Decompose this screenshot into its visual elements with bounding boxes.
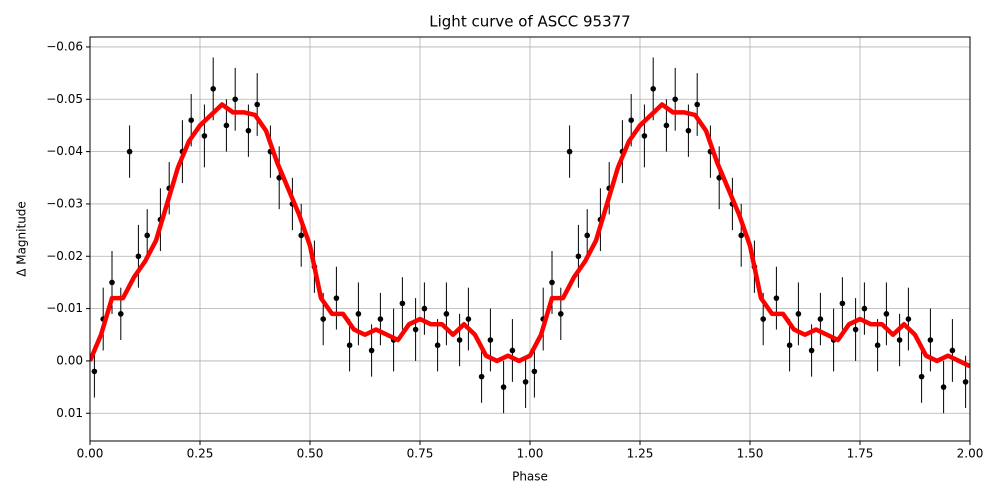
y-tick-label: −0.03 (46, 196, 83, 210)
data-point (126, 148, 133, 155)
data-point (694, 101, 700, 108)
x-tick-label: 0.75 (407, 447, 434, 461)
data-point (760, 316, 766, 322)
data-point (478, 373, 485, 380)
chart-title: Light curve of ASCC 95377 (429, 13, 630, 31)
data-point (852, 326, 859, 333)
x-tick-label: 1.00 (517, 447, 544, 461)
data-point (918, 373, 925, 380)
data-point (188, 117, 194, 124)
y-tick-label: −0.05 (46, 92, 83, 106)
data-point (500, 384, 507, 390)
data-point (927, 337, 934, 343)
data-point (399, 300, 406, 307)
data-point (223, 122, 230, 129)
grid (89, 37, 971, 441)
data-point (456, 337, 463, 343)
x-tick-label: 1.50 (737, 447, 764, 461)
data-point (509, 347, 516, 354)
data-point (210, 86, 216, 92)
data-point (109, 279, 115, 286)
data-point (896, 337, 903, 343)
x-tick-label: 0.25 (187, 447, 214, 461)
data-point (650, 86, 656, 92)
x-axis-label: Phase (512, 470, 548, 484)
y-tick-label: 0.01 (56, 406, 83, 420)
data-point (874, 342, 881, 349)
data-point (368, 347, 375, 354)
data-point (558, 311, 564, 317)
data-point (91, 368, 98, 375)
data-point (672, 96, 678, 103)
data-point (549, 279, 555, 286)
data-point (839, 300, 846, 307)
data-point (232, 96, 238, 103)
data-point (531, 368, 538, 375)
x-tick-label: 2.00 (957, 447, 984, 461)
data-point (773, 295, 780, 301)
data-point (298, 232, 305, 239)
data-point (377, 316, 384, 322)
data-point (861, 305, 868, 312)
data-point (144, 232, 150, 239)
data-point (522, 379, 529, 385)
ticks: 0.00 0.25 0.50 0.75 1.00 1.25 1.50 1.75 2.00 −0.0… (46, 39, 983, 460)
data-point (808, 347, 815, 354)
data-point (254, 101, 260, 108)
data-point (738, 232, 744, 239)
data-point (245, 127, 252, 134)
data-point (641, 133, 648, 139)
data-point (883, 311, 890, 317)
data-point (412, 326, 419, 333)
y-tick-label: −0.06 (46, 39, 83, 53)
data-point (465, 316, 472, 322)
y-tick-label: −0.02 (46, 249, 83, 263)
data-point (940, 384, 947, 390)
x-tick-label: 0.50 (297, 447, 324, 461)
data-point (795, 311, 802, 317)
y-tick-label: 0.00 (56, 353, 83, 367)
data-point (320, 316, 327, 322)
data-point (949, 347, 956, 354)
data-point (135, 253, 142, 260)
data-point (663, 122, 670, 129)
x-tick-label: 1.75 (847, 447, 874, 461)
data-point (201, 133, 208, 139)
trend-line (90, 102, 970, 369)
x-tick-label: 1.25 (627, 447, 654, 461)
data-point (566, 148, 573, 155)
data-point (333, 295, 340, 301)
data-point (346, 342, 353, 349)
data-point (118, 311, 124, 317)
data-point (786, 342, 793, 349)
data-point (575, 253, 582, 260)
data-point (434, 342, 441, 349)
data-point (685, 127, 692, 134)
data-point (905, 316, 912, 322)
plot-area (90, 57, 970, 414)
y-axis-label: Δ Magnitude (15, 201, 29, 277)
data-point (584, 232, 590, 239)
data-point (628, 117, 634, 124)
y-tick-label: −0.04 (46, 144, 83, 158)
data-point (487, 337, 494, 343)
data-point (421, 305, 428, 312)
data-point (817, 316, 824, 322)
y-tick-label: −0.01 (46, 301, 83, 315)
data-point (962, 379, 969, 385)
data-point (443, 311, 450, 317)
x-tick-label: 0.00 (77, 447, 104, 461)
data-point (355, 311, 362, 317)
